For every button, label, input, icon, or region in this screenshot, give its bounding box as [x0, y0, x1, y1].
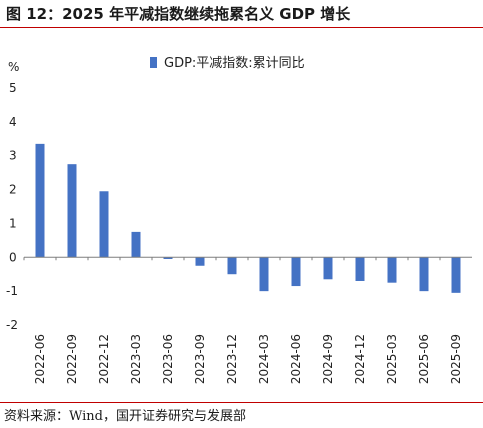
bar [387, 257, 397, 283]
bars [35, 143, 461, 293]
bar [195, 257, 205, 266]
x-tick-label: 2022-09 [65, 334, 79, 384]
y-axis-ticks: 5 4 3 2 1 0 -1 -2 [6, 81, 18, 332]
x-tick-label: 2024-03 [257, 334, 271, 384]
y-tick-label: -1 [6, 284, 18, 298]
x-tick-label: 2022-12 [97, 334, 111, 384]
y-axis-unit-label: % [8, 60, 19, 74]
bar [99, 191, 109, 258]
legend-label: GDP:平减指数:累计同比 [164, 56, 305, 71]
x-tick-label: 2023-09 [193, 334, 207, 384]
x-tick-label: 2025-03 [385, 334, 399, 384]
bar [35, 143, 45, 258]
x-tick-label: 2024-06 [289, 334, 303, 384]
title-rule [0, 27, 483, 28]
y-tick-label: 1 [9, 216, 17, 230]
bar [323, 257, 333, 280]
x-tick-label: 2022-06 [33, 334, 47, 384]
bar [291, 257, 301, 287]
x-axis-ticks: 2022-06 2022-09 2022-12 2023-03 2023-06 2023-… [23, 257, 463, 384]
figure-title: 图 12：2025 年平减指数继续拖累名义 GDP 增长 [6, 5, 351, 23]
source-note: 资料来源：Wind，国开证券研究与发展部 [4, 409, 246, 424]
bar [419, 257, 429, 292]
bar [451, 257, 461, 293]
x-tick-label: 2023-12 [225, 334, 239, 384]
x-tick-label: 2024-12 [353, 334, 367, 384]
y-tick-label: 4 [9, 115, 17, 129]
y-tick-label: 0 [9, 250, 17, 264]
y-tick-label: -2 [6, 318, 18, 332]
bar [163, 257, 173, 259]
bar [131, 231, 141, 258]
x-tick-label: 2023-03 [129, 334, 143, 384]
bar [227, 257, 237, 275]
legend: GDP:平减指数:累计同比 [150, 56, 305, 71]
y-tick-label: 2 [9, 183, 17, 197]
y-tick-label: 5 [9, 81, 17, 95]
y-tick-label: 3 [9, 149, 17, 163]
x-tick-label: 2025-09 [449, 334, 463, 384]
bar-chart: % 5 4 3 2 1 0 -1 -2 2022-06 2022-09 2022-12 2023-0… [6, 56, 472, 384]
bar [355, 257, 365, 281]
source-rule [0, 402, 483, 403]
x-tick-label: 2025-06 [417, 334, 431, 384]
legend-swatch [150, 57, 157, 68]
bar [67, 164, 77, 258]
bar [259, 257, 269, 292]
x-tick-label: 2024-09 [321, 334, 335, 384]
x-tick-label: 2023-06 [161, 334, 175, 384]
